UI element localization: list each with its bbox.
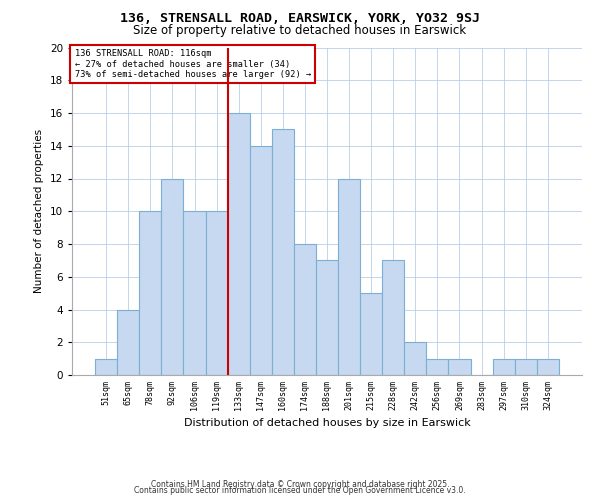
Bar	[537, 358, 559, 375]
Bar	[95, 358, 117, 375]
Bar	[316, 260, 338, 375]
X-axis label: Distribution of detached houses by size in Earswick: Distribution of detached houses by size …	[184, 418, 470, 428]
Bar	[117, 310, 139, 375]
Bar	[338, 178, 360, 375]
Bar	[184, 211, 206, 375]
Text: Size of property relative to detached houses in Earswick: Size of property relative to detached ho…	[133, 24, 467, 37]
Bar	[272, 130, 294, 375]
Bar	[250, 146, 272, 375]
Bar	[139, 211, 161, 375]
Text: 136 STRENSALL ROAD: 116sqm
← 27% of detached houses are smaller (34)
73% of semi: 136 STRENSALL ROAD: 116sqm ← 27% of deta…	[74, 49, 311, 79]
Bar	[161, 178, 184, 375]
Bar	[493, 358, 515, 375]
Bar	[206, 211, 227, 375]
Bar	[227, 113, 250, 375]
Y-axis label: Number of detached properties: Number of detached properties	[34, 129, 44, 294]
Text: Contains HM Land Registry data © Crown copyright and database right 2025.: Contains HM Land Registry data © Crown c…	[151, 480, 449, 489]
Bar	[404, 342, 427, 375]
Bar	[382, 260, 404, 375]
Bar	[515, 358, 537, 375]
Bar	[294, 244, 316, 375]
Bar	[360, 293, 382, 375]
Bar	[448, 358, 470, 375]
Text: 136, STRENSALL ROAD, EARSWICK, YORK, YO32 9SJ: 136, STRENSALL ROAD, EARSWICK, YORK, YO3…	[120, 12, 480, 26]
Bar	[427, 358, 448, 375]
Text: Contains public sector information licensed under the Open Government Licence v3: Contains public sector information licen…	[134, 486, 466, 495]
